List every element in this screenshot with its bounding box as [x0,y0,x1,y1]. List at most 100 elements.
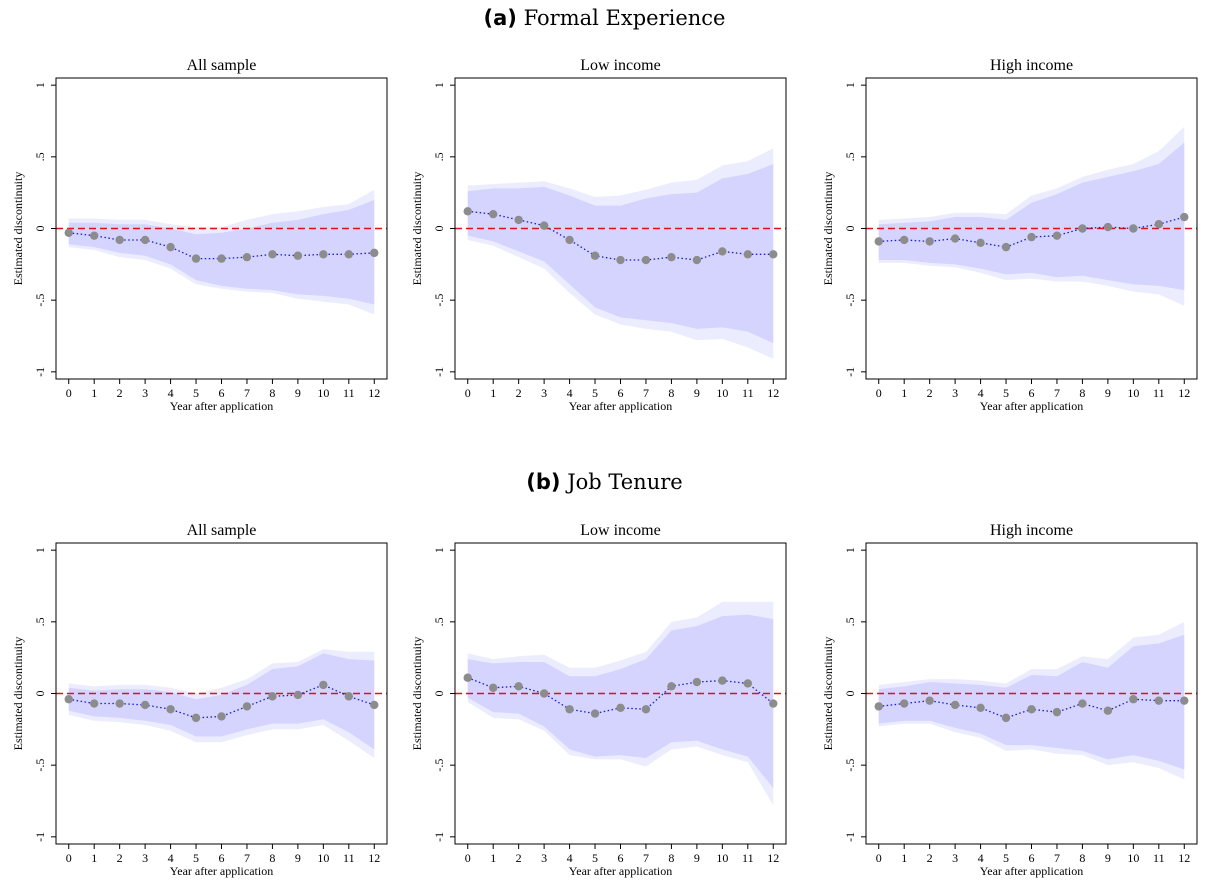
y-tick-label: 0 [432,691,446,697]
x-tick-label: 7 [1054,386,1060,400]
estimate-point [641,705,651,714]
x-tick-label: 0 [465,851,471,865]
x-tick-label: 0 [876,386,882,400]
x-tick-label: 0 [876,851,882,865]
estimate-point [140,700,150,710]
panel-a-title-text: Formal Experience [523,6,726,30]
y-axis-label: Estimated discontinuity [11,637,25,751]
y-tick-label: .5 [432,152,446,161]
estimate-point [718,247,727,256]
x-tick-label: 5 [592,386,598,400]
estimate-point [217,254,226,263]
estimate-point [344,250,354,259]
x-tick-label: 8 [269,851,275,865]
x-tick-label: 5 [193,851,199,865]
estimate-point [769,699,778,708]
estimate-point [1027,705,1036,714]
y-tick-label: .5 [33,617,47,626]
x-tick-label: 9 [1105,851,1111,865]
x-tick-label: 3 [142,386,148,400]
x-tick-label: 10 [1127,386,1139,400]
x-tick-label: 0 [66,851,72,865]
x-tick-label: 4 [567,851,573,865]
estimate-point [166,705,175,714]
estimate-point [976,703,985,713]
x-tick-label: 10 [1127,851,1139,865]
x-tick-label: 10 [716,386,728,400]
y-tick-label: -.5 [33,294,47,307]
estimate-point [344,692,354,701]
estimate-point [1129,224,1138,233]
x-tick-label: 4 [978,851,984,865]
estimate-point [293,690,303,700]
x-axis-label: Year after application [569,399,672,413]
x-tick-label: 0 [66,386,72,400]
estimate-point [976,238,985,248]
estimate-point [874,702,883,711]
estimate-point [667,252,676,262]
chart-title: All sample [187,522,257,539]
estimate-point [692,677,702,687]
y-tick-label: 0 [33,226,47,232]
estimate-point [590,251,600,260]
estimate-point [488,683,498,692]
x-tick-label: 11 [343,851,355,865]
x-tick-label: 11 [343,386,355,400]
x-tick-label: 10 [716,851,728,865]
estimate-point [692,255,702,265]
y-tick-label: -.5 [843,759,857,772]
y-tick-label: -1 [33,367,47,377]
estimate-point [1052,707,1062,717]
x-tick-label: 1 [490,851,496,865]
estimate-point [488,209,498,219]
x-tick-label: 11 [1153,386,1165,400]
ci95-band [878,142,1185,291]
x-tick-label: 12 [1178,386,1190,400]
x-tick-label: 6 [219,851,225,865]
estimate-point [1103,222,1113,232]
estimate-point [1052,231,1062,240]
x-tick-label: 4 [168,851,174,865]
y-axis-label: Estimated discontinuity [410,637,424,751]
chart-title: High income [990,522,1073,539]
x-tick-label: 5 [592,851,598,865]
x-tick-label: 6 [618,851,624,865]
panel-a-letter: (a) [483,6,517,30]
y-axis-label: Estimated discontinuity [821,172,835,286]
x-tick-label: 12 [368,851,380,865]
estimate-point [899,235,909,245]
estimate-point [590,709,600,718]
chart-title: High income [990,57,1073,74]
x-tick-label: 2 [117,386,123,400]
estimate-point [514,682,523,691]
estimate-point [950,234,960,243]
ci95-band [878,634,1185,770]
estimate-point [463,673,472,682]
estimate-point [950,700,960,710]
x-tick-label: 6 [618,386,624,400]
estimate-point [1103,706,1113,715]
estimate-point [1027,232,1036,242]
y-tick-label: -1 [33,832,47,842]
x-axis-label: Year after application [569,864,672,878]
x-tick-label: 11 [1153,851,1165,865]
y-tick-label: 0 [33,691,47,697]
x-tick-label: 5 [1003,386,1009,400]
x-tick-label: 11 [742,851,754,865]
x-tick-label: 5 [1003,851,1009,865]
estimate-point [874,237,883,246]
y-tick-label: .5 [33,152,47,161]
estimate-point [1078,699,1087,708]
panel-a-title: (a) Formal Experience [0,6,1209,30]
estimate-point [64,695,73,704]
chart-title: Low income [580,522,660,539]
x-tick-label: 9 [694,851,700,865]
x-tick-label: 4 [168,386,174,400]
estimate-point [667,682,676,691]
x-tick-label: 12 [767,851,779,865]
x-axis-label: Year after application [980,864,1083,878]
x-tick-label: 4 [567,386,573,400]
